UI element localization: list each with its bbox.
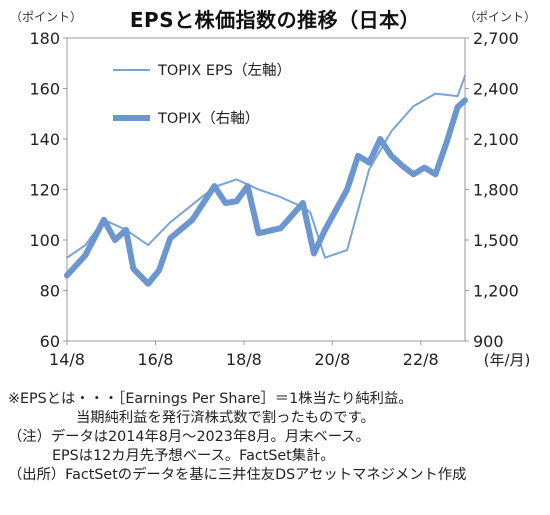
left-tick-label: 140 [29,130,60,149]
right-tick-label: 1,500 [473,231,519,250]
x-tick-label: 14/8 [49,350,85,369]
left-tick-label: 160 [29,80,60,99]
note-data-period: （注）データは2014年8月～2023年8月。月末ベース。 [8,429,370,445]
right-tick-label: 900 [473,332,504,351]
right-tick-label: 2,400 [473,80,519,99]
right-tick-label: 1,200 [473,282,519,301]
left-axis-unit: （ポイント） [10,10,83,24]
left-tick-label: 180 [29,29,60,48]
left-tick-label: 120 [29,181,60,200]
x-tick-label: 18/8 [226,350,262,369]
legend-label: TOPIX（右軸） [157,110,259,127]
note-eps-basis: EPSは12カ月先予想ベース。FactSet集計。 [52,448,335,464]
right-tick-label: 2,100 [473,130,519,149]
right-tick-label: 1,800 [473,181,519,200]
note-eps-definition-cont: 当期純利益を発行済株式数で割ったものです。 [76,410,375,426]
x-tick-label: 20/8 [314,350,350,369]
left-tick-label: 60 [40,332,60,351]
series-line-eps [66,74,466,259]
right-tick-label: 2,700 [473,29,519,48]
chart-canvas: 60 80 100 120 140 160 180 900 1,200 1,500 1,800 2,1… [29,29,531,369]
x-unit-label: (年/月) [484,351,531,369]
legend-label: TOPIX EPS（左軸） [157,62,291,79]
note-source: （出所）FactSetのデータを基に三井住友DSアセットマネジメント作成 [8,467,467,483]
x-tick-label: 22/8 [403,350,439,369]
x-tick-label: 16/8 [137,350,173,369]
series-line-topix [64,97,468,287]
left-tick-label: 100 [29,231,60,250]
footnotes: ※EPSとは・・・［Earnings Per Share］＝1株当たり純利益。 … [8,390,544,485]
note-eps-definition: ※EPSとは・・・［Earnings Per Share］＝1株当たり純利益。 [8,391,413,407]
left-tick-label: 80 [40,282,60,301]
chart-title: EPSと株価指数の推移（日本） [129,8,421,32]
plot-frame [66,37,466,342]
right-axis-unit: （ポイント） [463,10,536,24]
